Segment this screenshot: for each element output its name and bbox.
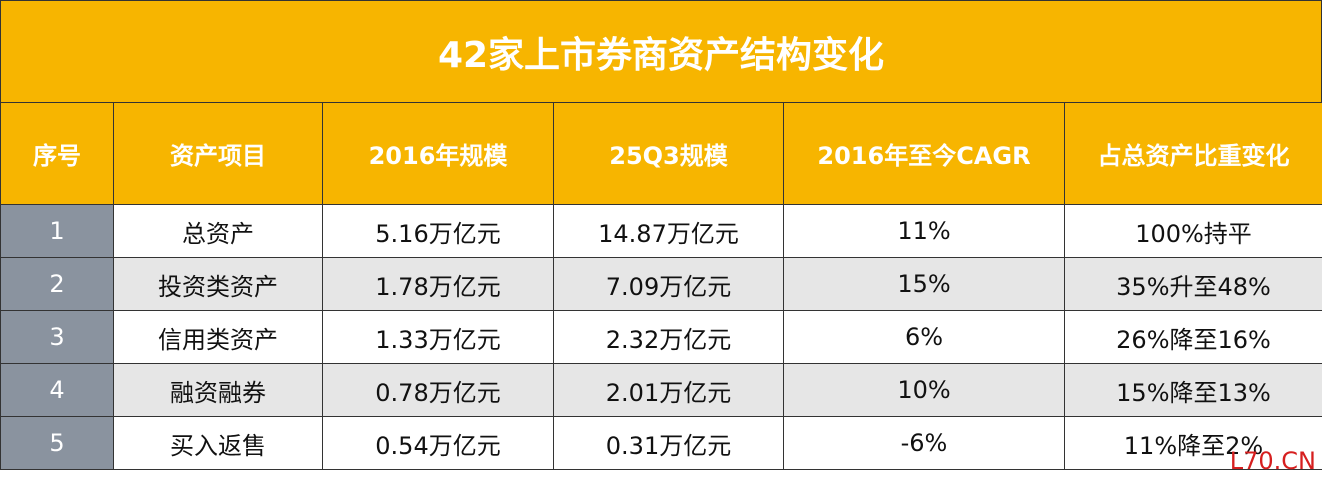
table-cell: 26%降至16% (1064, 310, 1322, 364)
header-cell: 2016年规模 (322, 102, 554, 205)
header-cell: 占总资产比重变化 (1064, 102, 1322, 205)
table-cell: 100%持平 (1064, 204, 1322, 258)
index-cell: 1 (0, 204, 114, 258)
index-cell: 4 (0, 363, 114, 417)
table-cell: 2.32万亿元 (553, 310, 784, 364)
table-cell: 0.31万亿元 (553, 416, 784, 470)
table-title: 42家上市券商资产结构变化 (0, 0, 1322, 103)
table-cell: 6% (783, 310, 1065, 364)
header-cell: 资产项目 (113, 102, 323, 205)
table-cell: 10% (783, 363, 1065, 417)
table-cell: 融资融券 (113, 363, 323, 417)
table-cell: 15%降至13% (1064, 363, 1322, 417)
table-row: 2 投资类资产 1.78万亿元 7.09万亿元 15% 35%升至48% (0, 257, 1322, 311)
header-cell: 序号 (0, 102, 114, 205)
index-cell: 5 (0, 416, 114, 470)
table: 序号 资产项目 2016年规模 25Q3规模 2016年至今CAGR 占总资产比重变化 1… (0, 102, 1322, 470)
header-row: 序号 资产项目 2016年规模 25Q3规模 2016年至今CAGR 占总资产比重变化 (0, 102, 1322, 205)
table-cell: 1.78万亿元 (322, 257, 554, 311)
table-cell: 投资类资产 (113, 257, 323, 311)
header-cell: 2016年至今CAGR (783, 102, 1065, 205)
table-row: 3 信用类资产 1.33万亿元 2.32万亿元 6% 26%降至16% (0, 310, 1322, 364)
table-cell: 35%升至48% (1064, 257, 1322, 311)
table-cell: 14.87万亿元 (553, 204, 784, 258)
table-row: 5 买入返售 0.54万亿元 0.31万亿元 -6% 11%降至2% (0, 416, 1322, 470)
table-cell: -6% (783, 416, 1065, 470)
table-cell: 0.78万亿元 (322, 363, 554, 417)
table-row: 4 融资融券 0.78万亿元 2.01万亿元 10% 15%降至13% (0, 363, 1322, 417)
table-cell: 0.54万亿元 (322, 416, 554, 470)
index-cell: 3 (0, 310, 114, 364)
table-cell: 2.01万亿元 (553, 363, 784, 417)
header-cell: 25Q3规模 (553, 102, 784, 205)
table-body: 1 总资产 5.16万亿元 14.87万亿元 11% 100%持平 2 投资类资产 1.78万亿… (0, 204, 1322, 470)
table-row: 1 总资产 5.16万亿元 14.87万亿元 11% 100%持平 (0, 204, 1322, 258)
index-cell: 2 (0, 257, 114, 311)
table-cell: 1.33万亿元 (322, 310, 554, 364)
table-cell: 11% (783, 204, 1065, 258)
table-cell: 买入返售 (113, 416, 323, 470)
table-cell: 7.09万亿元 (553, 257, 784, 311)
table-cell: 11%降至2% (1064, 416, 1322, 470)
watermark: L70.CN (1229, 447, 1316, 475)
table-cell: 15% (783, 257, 1065, 311)
table-cell: 总资产 (113, 204, 323, 258)
table-cell: 5.16万亿元 (322, 204, 554, 258)
table-cell: 信用类资产 (113, 310, 323, 364)
